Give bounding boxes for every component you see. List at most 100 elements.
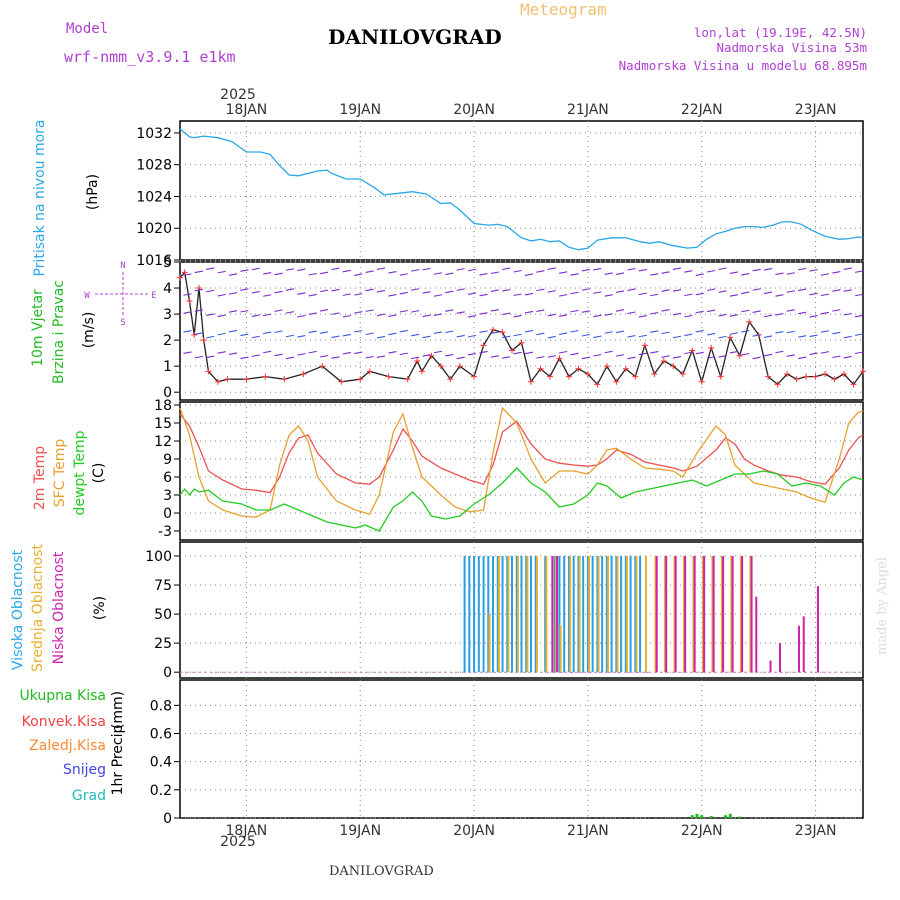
wind-barb-4-1196 [741,352,750,356]
temp-ylabel-sub2: dewpt Temp [72,430,88,515]
wind-barb-3-380 [354,329,363,333]
bar-cloud_cover-1-8 [559,625,562,673]
time-label-bottom-0: 18JAN [226,823,268,839]
wind-barb-0-356 [342,269,351,273]
ytick-label-wind-3: 2 [163,333,172,349]
wind-barb-2-1076 [684,314,693,318]
wind-barb-1-1172 [729,294,738,297]
wind-barb-1-1028 [661,289,670,292]
bar-cloud_cover-1-28 [749,555,752,673]
bar-cloud_cover-0-21 [572,555,575,673]
wind-barb-0-236 [285,268,295,271]
wind-point-53 [736,352,743,359]
wind-barb-1-692 [502,289,511,292]
wind-barb-1-644 [479,293,488,297]
legend-grad: Grad [72,788,106,804]
bar-cloud_cover-1-27 [739,555,742,673]
panel-frame-pressure [179,120,864,261]
wind-barb-0-932 [615,272,625,275]
wind-barb-3-956 [627,335,636,338]
bar-cloud_cover-2-25 [779,643,782,673]
wind-barb-3-476 [399,329,408,333]
bar-cloud_cover-0-20 [567,555,570,673]
wind-barb-2-1316 [798,311,807,315]
location-title: DANILOVGRAD [328,25,502,49]
bar-cloud_cover-1-22 [692,555,695,673]
wind-barb-2-644 [479,312,488,315]
wind-point-45 [660,357,667,364]
bar-cloud_cover-2-15 [684,555,687,673]
wind-barb-4-1244 [763,353,773,357]
wind-barb-3-1148 [718,335,727,339]
wind-barb-3-332 [331,335,340,339]
wind-point-11 [281,376,288,383]
wind-point-5 [200,337,207,344]
bar-cloud_cover-1-2 [507,555,510,673]
wind-barb-4-716 [513,351,522,355]
series-line-temperature-1 [179,406,864,518]
wind-barb-4-428 [376,355,386,358]
wind-barb-2-260 [297,314,306,318]
wind-point-58 [784,370,791,377]
wind-barb-0-1172 [729,271,738,275]
wind-barb-0-572 [445,272,454,276]
wind-barb-1-1268 [775,294,784,297]
compass-s: S [120,318,125,328]
bar-cloud_cover-0-33 [629,555,632,673]
wind-barb-4-1076 [684,351,693,355]
wind-barb-4-908 [604,350,613,354]
wind-barb-0-332 [331,267,340,271]
wind-barb-3-500 [411,333,420,337]
ytick-label-temperature-7: -3 [158,524,172,540]
wind-barb-3-1436 [855,333,864,336]
ytick-label-wind-2: 3 [163,307,172,323]
time-label-bottom-3: 21JAN [567,823,609,839]
wind-barb-1-1052 [672,289,682,292]
wind-barb-4-1316 [798,356,807,360]
wind-barb-3-620 [467,334,477,338]
wind-barb-4-860 [581,356,591,360]
wind-point-23 [447,376,454,383]
wind-barb-0-1052 [672,267,682,271]
bar-cloud_cover-0-14 [529,555,532,673]
wind-barb-2-836 [570,309,579,313]
wind-barb-4-1388 [832,355,841,359]
bar-cloud_cover-0-13 [525,555,528,673]
wind-barb-0-1244 [763,268,773,271]
ytick-label-cloud_cover-0: 100 [145,549,172,565]
wind-barb-1-308 [319,289,329,293]
wind-barb-1-188 [263,294,272,297]
bar-cloud_cover-2-16 [693,555,696,673]
wind-barb-0-716 [513,269,522,273]
wind-barb-1-1388 [832,289,841,292]
legend-zaledj-kisa: Zaledj.Kisa [29,738,106,754]
wind-barb-3-860 [581,333,591,337]
time-label-top-0: 18JAN [226,102,268,118]
wind-barb-3-596 [456,334,465,338]
wind-barb-4-1028 [661,355,670,358]
wind-barb-4-596 [456,356,465,360]
wind-barb-2-404 [365,309,374,312]
wind-barb-2-308 [319,309,329,312]
wind-point-33 [546,373,553,380]
ytick-label-wind-5: 0 [163,385,172,401]
wind-barb-3-356 [342,333,351,337]
wind-point-25 [471,373,478,380]
wind-barb-2-548 [433,313,443,317]
ytick-label-temperature-2: 12 [154,434,172,450]
wind-point-44 [651,370,658,377]
wind-barb-3-1268 [775,331,784,334]
bar-cloud_cover-0-31 [620,555,623,673]
wind-barb-4-164 [251,354,260,357]
wind-barb-3-260 [297,334,306,338]
wind-barb-2-140 [240,309,249,313]
wind-barb-4-620 [467,352,477,356]
cloud-ylabel: Visoka Oblacnost [10,549,26,670]
wind-point-29 [509,347,516,354]
wind-barb-0-1220 [752,268,761,272]
wind-barb-3-644 [479,330,488,333]
wind-barb-4-740 [524,351,534,355]
wind-barb-1-788 [547,290,556,293]
wind-barb-2-1364 [820,311,830,315]
wind-barb-0-1388 [832,271,841,274]
